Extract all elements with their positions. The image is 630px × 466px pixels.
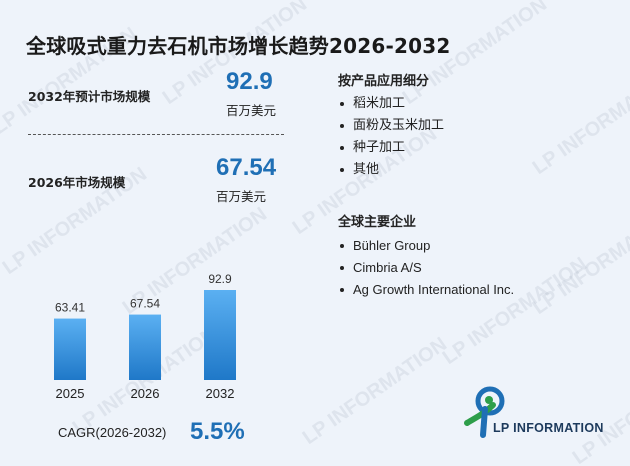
list-item: Bühler Group bbox=[338, 235, 514, 257]
stat-2032-value: 92.9 bbox=[226, 68, 273, 95]
divider bbox=[28, 134, 284, 135]
cagr-label: CAGR(2026-2032) bbox=[58, 425, 167, 440]
bullet-icon bbox=[340, 102, 344, 106]
list-item: Cimbria A/S bbox=[338, 257, 514, 279]
stat-2026-value: 67.54 bbox=[216, 154, 277, 181]
x-tick-label: 2032 bbox=[206, 386, 235, 401]
list-item: Ag Growth International Inc. bbox=[338, 279, 514, 301]
bar-2025 bbox=[54, 318, 86, 380]
page-title: 全球吸式重力去石机市场增长趋势2026-2032 bbox=[26, 34, 451, 58]
list-item: 种子加工 bbox=[338, 137, 444, 159]
stat-2026-unit: 百万美元 bbox=[216, 189, 267, 204]
bullet-icon bbox=[340, 288, 344, 292]
list-item: 稻米加工 bbox=[338, 93, 444, 115]
stat-2032-label: 2032年预计市场规模 bbox=[28, 89, 151, 104]
bullet-icon bbox=[340, 266, 344, 270]
bar-2026 bbox=[129, 314, 161, 380]
bar-value-label: 63.41 bbox=[55, 301, 85, 315]
lp-logo-icon bbox=[464, 386, 505, 438]
logo-text: LP INFORMATION bbox=[493, 421, 604, 435]
stat-2032-unit: 百万美元 bbox=[226, 103, 277, 118]
bar-value-label: 67.54 bbox=[130, 297, 160, 311]
cagr-value: 5.5% bbox=[190, 418, 245, 445]
bullet-icon bbox=[340, 244, 344, 248]
bullet-icon bbox=[340, 124, 344, 128]
segments-title: 按产品应用细分 bbox=[338, 74, 430, 89]
x-tick-label: 2026 bbox=[131, 386, 160, 401]
bar-value-label: 92.9 bbox=[208, 272, 232, 286]
list-item: 面粉及玉米加工 bbox=[338, 115, 444, 137]
x-tick-label: 2025 bbox=[56, 386, 85, 401]
list-item: 其他 bbox=[338, 159, 444, 181]
bullet-icon bbox=[340, 146, 344, 150]
segments-list: 稻米加工 面粉及玉米加工 种子加工 其他 bbox=[338, 93, 444, 181]
bar-2032 bbox=[204, 290, 236, 380]
stat-2026-label: 2026年市场规模 bbox=[28, 175, 126, 190]
companies-list: Bühler Group Cimbria A/S Ag Growth Inter… bbox=[338, 235, 514, 301]
companies-title: 全球主要企业 bbox=[338, 215, 417, 230]
bullet-icon bbox=[340, 168, 344, 172]
